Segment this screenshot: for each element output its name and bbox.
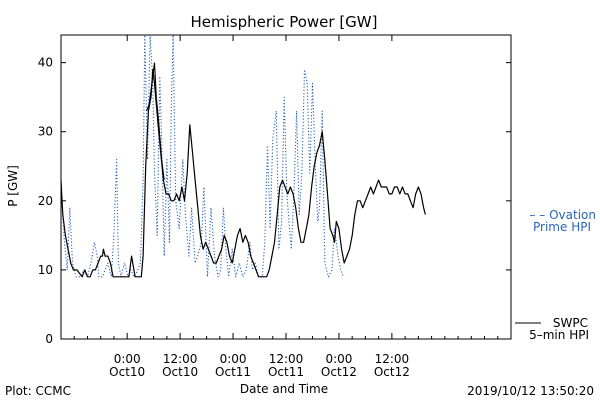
- legend-swpc-line1: SWPC: [553, 316, 588, 330]
- x-tick-time-label: 0:00: [220, 352, 247, 366]
- x-tick-time-label: 0:00: [114, 352, 141, 366]
- x-tick-date-label: Oct10: [162, 365, 198, 379]
- y-tick-label: 40: [38, 56, 53, 70]
- chart-title: Hemispheric Power [GW]: [191, 13, 378, 31]
- legend-swpc-line2: 5–min HPI: [529, 328, 589, 342]
- legend-ovation-line1: – – Ovation: [529, 208, 596, 222]
- y-ticks: 0 10 20 30 40: [38, 56, 511, 346]
- footer-plot-credit: Plot: CCMC: [5, 384, 71, 398]
- y-axis-label: P [GW]: [6, 165, 20, 207]
- swpc-series-line: [60, 68, 426, 278]
- y-tick-label: 0: [45, 332, 53, 346]
- legend-swpc: SWPC 5–min HPI: [515, 316, 589, 342]
- x-tick-time-label: 0:00: [325, 352, 352, 366]
- x-tick-time-label: 12:00: [269, 352, 304, 366]
- swpc-overlap-segment: [146, 62, 165, 181]
- footer-timestamp: 2019/10/12 13:50:20: [467, 384, 594, 398]
- y-tick-label: 10: [38, 263, 53, 277]
- plot-frame: [60, 34, 512, 340]
- x-tick-date-label: Oct10: [109, 365, 145, 379]
- x-tick-date-label: Oct12: [321, 365, 357, 379]
- x-tick-date-label: Oct12: [374, 365, 410, 379]
- y-tick-label: 20: [38, 194, 53, 208]
- x-axis-label: Date and Time: [240, 382, 328, 396]
- x-tick-date-label: Oct11: [268, 365, 304, 379]
- x-ticks: 0:00Oct1012:00Oct100:00Oct1112:00Oct110:…: [73, 35, 499, 379]
- y-tick-label: 30: [38, 125, 53, 139]
- x-tick-time-label: 12:00: [375, 352, 410, 366]
- legend-ovation-line2: Prime HPI: [533, 220, 591, 234]
- x-tick-time-label: 12:00: [163, 352, 198, 366]
- x-tick-date-label: Oct11: [215, 365, 251, 379]
- series-layer: [60, 34, 426, 278]
- legend-ovation: – – Ovation Prime HPI: [529, 208, 596, 234]
